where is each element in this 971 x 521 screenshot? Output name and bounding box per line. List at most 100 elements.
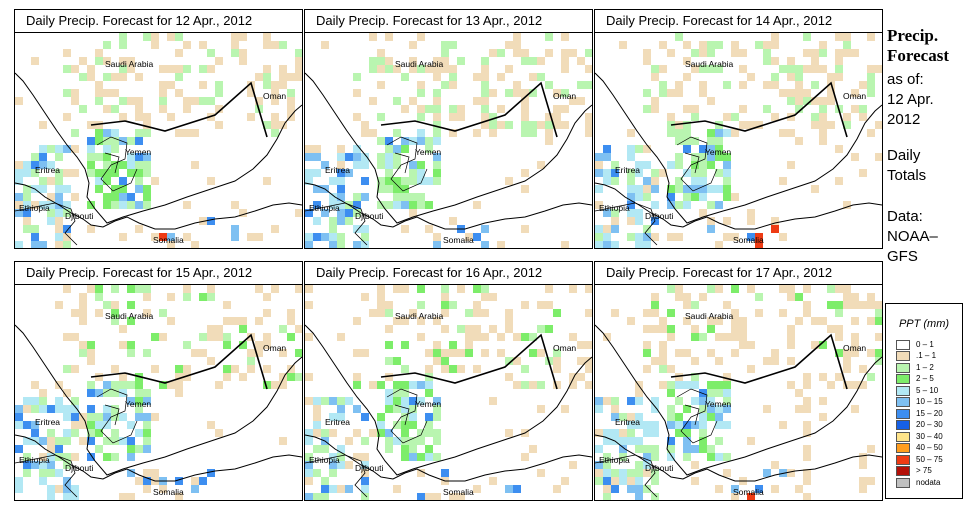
precip-cell (329, 429, 337, 437)
precip-cell (71, 65, 79, 73)
precip-cell (385, 145, 393, 153)
precip-cell (393, 97, 401, 105)
label-ethiopia: Ethiopia (19, 455, 50, 465)
precip-cell (819, 137, 827, 145)
precip-cell (135, 105, 143, 113)
precip-cell (595, 397, 603, 405)
precip-cell (337, 169, 345, 177)
precip-cell (377, 49, 385, 57)
precip-cell (231, 317, 239, 325)
horn-coastline (15, 182, 302, 230)
precip-cell (691, 137, 699, 145)
precip-cell (127, 453, 135, 461)
precip-cell (707, 405, 715, 413)
precip-cell (255, 73, 263, 81)
precip-cell (207, 421, 215, 429)
precip-cell (651, 397, 659, 405)
precip-cell (215, 81, 223, 89)
precip-cell (401, 453, 409, 461)
precip-cell (425, 421, 433, 429)
precip-cell (361, 461, 369, 469)
precip-cell (683, 145, 691, 153)
horn-coastline (305, 434, 592, 482)
precip-cell (119, 493, 127, 500)
precip-cell (369, 381, 377, 389)
precip-cell (747, 285, 755, 293)
precip-cell (643, 421, 651, 429)
totals-block: Daily Totals (887, 146, 971, 186)
precip-cell (119, 57, 127, 65)
precip-cell (313, 233, 321, 241)
precip-cell (417, 453, 425, 461)
precip-cell (667, 437, 675, 445)
precip-cell (401, 397, 409, 405)
precip-cell (95, 373, 103, 381)
precip-cell (739, 317, 747, 325)
precip-cell (683, 185, 691, 193)
precip-cell (207, 357, 215, 365)
precip-cell (199, 81, 207, 89)
precip-cell (723, 405, 731, 413)
precip-cell (819, 373, 827, 381)
legend-swatch (896, 397, 910, 407)
precip-cell (611, 169, 619, 177)
precip-cell (175, 381, 183, 389)
precip-cell (271, 225, 279, 233)
precip-cell (223, 301, 231, 309)
precip-cell (859, 461, 867, 469)
precip-cell (263, 73, 271, 81)
label-ethiopia: Ethiopia (19, 203, 50, 213)
precip-cell (143, 161, 151, 169)
precip-cell (271, 113, 279, 121)
precip-cell (361, 193, 369, 201)
precip-cell (31, 421, 39, 429)
precip-cell (715, 437, 723, 445)
precip-cell (279, 437, 287, 445)
precip-cell (683, 121, 691, 129)
precip-cell (119, 193, 127, 201)
precip-cell (409, 193, 417, 201)
precip-cell (627, 169, 635, 177)
precip-cell (63, 201, 71, 209)
precip-map-svg: Saudi ArabiaOmanYemenEritreaEthiopiaDjib… (15, 33, 302, 248)
legend-title: PPT (mm) (898, 318, 950, 330)
precip-cell (135, 405, 143, 413)
precip-cell (23, 161, 31, 169)
precip-cell (595, 185, 603, 193)
precip-cell (119, 185, 127, 193)
precip-cell (851, 349, 859, 357)
precip-cell (279, 73, 287, 81)
precip-cell (401, 429, 409, 437)
precip-cell (795, 105, 803, 113)
precip-cell (119, 389, 127, 397)
precip-cell (393, 201, 401, 209)
precip-cell (111, 389, 119, 397)
precip-cell (15, 405, 23, 413)
precip-cell (263, 365, 271, 373)
precip-cell (361, 477, 369, 485)
precip-cell (851, 381, 859, 389)
precip-cell (611, 217, 619, 225)
precip-cell (473, 233, 481, 241)
precip-cell (417, 437, 425, 445)
precip-cell (39, 389, 47, 397)
precip-cell (699, 389, 707, 397)
precip-cell (659, 341, 667, 349)
precip-cell (835, 333, 843, 341)
precip-cell (361, 293, 369, 301)
precip-cell (63, 405, 71, 413)
precip-cell (763, 105, 771, 113)
precip-cell (385, 405, 393, 413)
precip-cell (715, 381, 723, 389)
precip-cell (417, 129, 425, 137)
precip-cell (321, 161, 329, 169)
precip-cell (521, 49, 529, 57)
precip-cell (723, 161, 731, 169)
precip-cell (851, 301, 859, 309)
precip-cell (433, 357, 441, 365)
precip-cell (159, 97, 167, 105)
precip-cell (521, 301, 529, 309)
precip-cell (385, 445, 393, 453)
precip-cell (651, 233, 659, 241)
